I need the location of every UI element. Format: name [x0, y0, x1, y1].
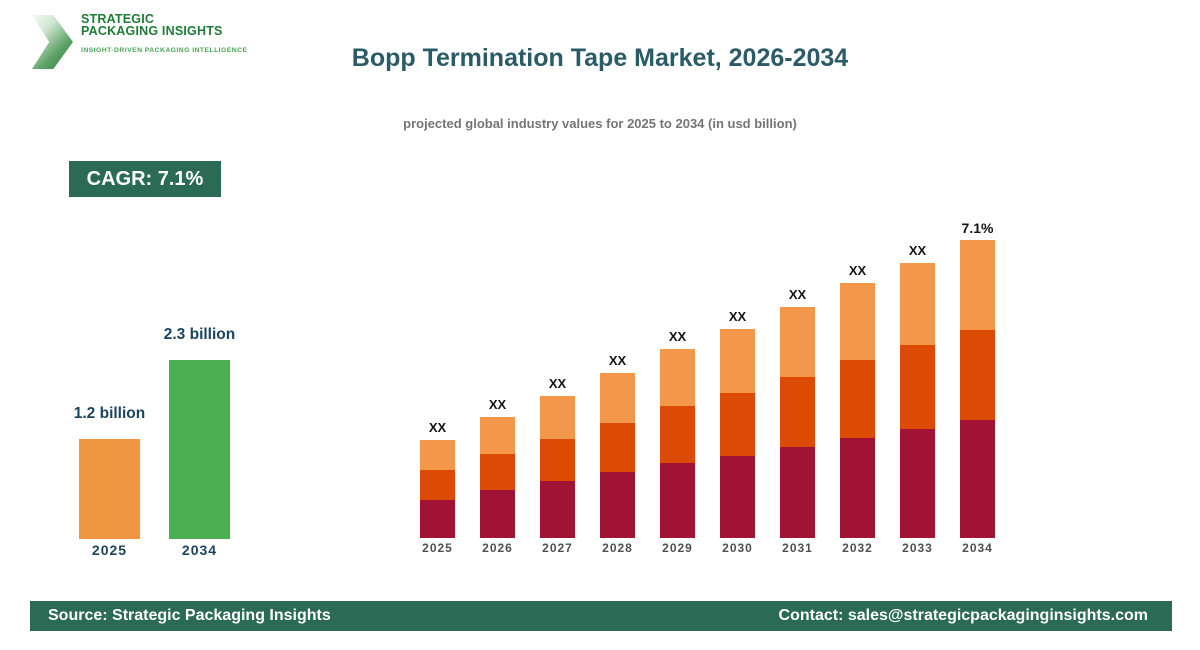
mini-bar-value-label: 2.3 billion	[163, 326, 236, 343]
segment-middle	[540, 439, 575, 481]
bar-top-label: XX	[428, 420, 447, 435]
stacked-bar-2025	[420, 440, 455, 538]
mini-bar-value-label: 1.2 billion	[73, 405, 146, 422]
stacked-bar-chart: XX 2025 XX 2026 XX 2027 XX 2028 XX 2029 XX 2030 XX 20…	[410, 190, 1010, 565]
mini-bar-2034	[169, 360, 230, 539]
company-logo: STRATEGIC PACKAGING INSIGHTS INSIGHT-DRI…	[32, 13, 247, 69]
footer-source: Source: Strategic Packaging Insights	[48, 607, 331, 624]
logo-line1: STRATEGIC	[81, 12, 155, 26]
segment-bottom	[900, 429, 935, 538]
segment-bottom	[660, 463, 695, 538]
segment-top	[900, 263, 935, 345]
segment-middle	[660, 406, 695, 463]
stacked-bar-2027	[540, 396, 575, 538]
mini-comparison-chart: 1.2 billion 2025 2.3 billion 2034	[70, 320, 240, 570]
logo-text: STRATEGIC PACKAGING INSIGHTS INSIGHT-DRI…	[81, 13, 247, 54]
segment-bottom	[960, 420, 995, 538]
x-axis-label: 2029	[662, 541, 693, 555]
x-axis-label: 2027	[542, 541, 573, 555]
segment-bottom	[480, 490, 515, 538]
x-axis-label: 2028	[602, 541, 633, 555]
bar-top-label: XX	[668, 329, 687, 344]
bar-top-label: XX	[728, 309, 747, 324]
bar-top-label: XX	[908, 243, 927, 258]
segment-top	[420, 440, 455, 470]
segment-middle	[420, 470, 455, 500]
segment-bottom	[600, 472, 635, 538]
logo-line2: PACKAGING INSIGHTS	[81, 24, 223, 38]
segment-bottom	[420, 500, 455, 538]
segment-middle	[480, 454, 515, 490]
bar-top-label: XX	[548, 376, 567, 391]
footer-contact: Contact: sales@strategicpackaginginsight…	[778, 607, 1148, 624]
mini-bar-category-label: 2025	[91, 542, 128, 558]
stacked-bar-2033	[900, 263, 935, 538]
footer-bar: Source: Strategic Packaging Insights Con…	[30, 601, 1172, 631]
stacked-bar-2032	[840, 283, 875, 538]
stacked-bar-2028	[600, 373, 635, 538]
segment-top	[480, 417, 515, 454]
segment-bottom	[720, 456, 755, 538]
page-title: Bopp Termination Tape Market, 2026-2034	[351, 44, 849, 72]
x-axis-label: 2030	[722, 541, 753, 555]
stacked-bar-2029	[660, 349, 695, 538]
mini-bar-2025	[79, 439, 140, 539]
segment-top	[840, 283, 875, 360]
bar-top-label: XX	[608, 353, 627, 368]
segment-top	[780, 307, 815, 377]
page-subtitle: projected global industry values for 202…	[403, 116, 797, 131]
x-axis-label: 2025	[422, 541, 453, 555]
cagr-badge: CAGR: 7.1%	[69, 161, 221, 197]
stacked-bar-2026	[480, 417, 515, 538]
segment-middle	[840, 360, 875, 438]
bar-top-label: 7.1%	[961, 220, 994, 236]
segment-top	[720, 329, 755, 393]
segment-bottom	[840, 438, 875, 538]
segment-bottom	[540, 481, 575, 538]
segment-middle	[600, 423, 635, 472]
x-axis-label: 2033	[902, 541, 933, 555]
stacked-bar-2034	[960, 240, 995, 538]
mini-bar-category-label: 2034	[181, 542, 218, 558]
segment-top	[540, 396, 575, 439]
bar-top-label: XX	[488, 397, 507, 412]
segment-bottom	[780, 447, 815, 538]
x-axis-label: 2031	[782, 541, 813, 555]
segment-middle	[960, 330, 995, 420]
segment-middle	[900, 345, 935, 429]
logo-tagline: INSIGHT-DRIVEN PACKAGING INTELLIGENCE	[81, 47, 248, 54]
segment-top	[660, 349, 695, 406]
stacked-bar-2031	[780, 307, 815, 538]
bar-top-label: XX	[788, 287, 807, 302]
segment-middle	[720, 393, 755, 456]
segment-top	[960, 240, 995, 330]
x-axis-label: 2026	[482, 541, 513, 555]
segment-middle	[780, 377, 815, 447]
segment-top	[600, 373, 635, 423]
bar-top-label: XX	[848, 263, 867, 278]
x-axis-label: 2032	[842, 541, 873, 555]
x-axis-label: 2034	[962, 541, 993, 555]
stacked-bar-2030	[720, 329, 755, 538]
